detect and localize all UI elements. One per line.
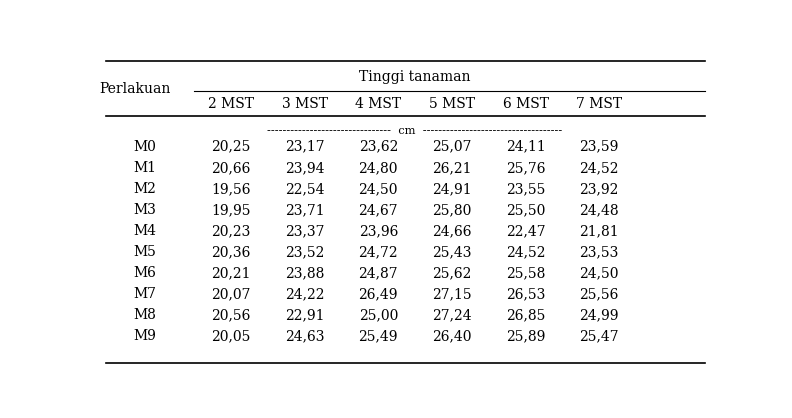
Text: 20,36: 20,36 bbox=[211, 245, 250, 259]
Text: 20,25: 20,25 bbox=[211, 140, 250, 154]
Text: 22,54: 22,54 bbox=[285, 182, 325, 196]
Text: M6: M6 bbox=[134, 266, 157, 280]
Text: M1: M1 bbox=[134, 161, 157, 175]
Text: 20,05: 20,05 bbox=[211, 329, 250, 344]
Text: 5 MST: 5 MST bbox=[429, 97, 475, 111]
Text: 2 MST: 2 MST bbox=[208, 97, 254, 111]
Text: 25,50: 25,50 bbox=[506, 203, 545, 217]
Text: 23,53: 23,53 bbox=[580, 245, 619, 259]
Text: 24,72: 24,72 bbox=[359, 245, 398, 259]
Text: 23,92: 23,92 bbox=[580, 182, 619, 196]
Text: 22,91: 22,91 bbox=[285, 308, 325, 322]
Text: 25,58: 25,58 bbox=[506, 266, 545, 280]
Text: 23,94: 23,94 bbox=[285, 161, 325, 175]
Text: 3 MST: 3 MST bbox=[282, 97, 328, 111]
Text: Perlakuan: Perlakuan bbox=[100, 82, 171, 96]
Text: 25,76: 25,76 bbox=[506, 161, 546, 175]
Text: M4: M4 bbox=[134, 224, 157, 238]
Text: M9: M9 bbox=[134, 329, 157, 344]
Text: 23,96: 23,96 bbox=[359, 224, 398, 238]
Text: 24,99: 24,99 bbox=[580, 308, 619, 322]
Text: 24,63: 24,63 bbox=[285, 329, 325, 344]
Text: 23,71: 23,71 bbox=[285, 203, 325, 217]
Text: 20,66: 20,66 bbox=[211, 161, 250, 175]
Text: 25,62: 25,62 bbox=[432, 266, 471, 280]
Text: 25,80: 25,80 bbox=[432, 203, 471, 217]
Text: 26,40: 26,40 bbox=[432, 329, 472, 344]
Text: M0: M0 bbox=[134, 140, 157, 154]
Text: 25,43: 25,43 bbox=[432, 245, 472, 259]
Text: 24,91: 24,91 bbox=[432, 182, 472, 196]
Text: 27,24: 27,24 bbox=[432, 308, 472, 322]
Text: 23,88: 23,88 bbox=[285, 266, 324, 280]
Text: 24,50: 24,50 bbox=[359, 182, 398, 196]
Text: 19,56: 19,56 bbox=[211, 182, 251, 196]
Text: Tinggi tanaman: Tinggi tanaman bbox=[360, 69, 471, 84]
Text: 24,52: 24,52 bbox=[506, 245, 546, 259]
Text: 6 MST: 6 MST bbox=[503, 97, 549, 111]
Text: 24,22: 24,22 bbox=[285, 287, 325, 301]
Text: M7: M7 bbox=[134, 287, 157, 301]
Text: 27,15: 27,15 bbox=[432, 287, 472, 301]
Text: 25,47: 25,47 bbox=[580, 329, 619, 344]
Text: 25,56: 25,56 bbox=[580, 287, 619, 301]
Text: 23,17: 23,17 bbox=[285, 140, 325, 154]
Text: 24,50: 24,50 bbox=[580, 266, 619, 280]
Text: M3: M3 bbox=[134, 203, 157, 217]
Text: 26,53: 26,53 bbox=[506, 287, 545, 301]
Text: 4 MST: 4 MST bbox=[356, 97, 402, 111]
Text: 24,80: 24,80 bbox=[359, 161, 398, 175]
Text: 20,56: 20,56 bbox=[211, 308, 250, 322]
Text: 24,11: 24,11 bbox=[506, 140, 546, 154]
Text: 25,00: 25,00 bbox=[359, 308, 398, 322]
Text: 25,89: 25,89 bbox=[506, 329, 545, 344]
Text: 26,49: 26,49 bbox=[359, 287, 398, 301]
Text: 19,95: 19,95 bbox=[211, 203, 251, 217]
Text: 23,55: 23,55 bbox=[506, 182, 545, 196]
Text: 23,62: 23,62 bbox=[359, 140, 398, 154]
Text: 20,07: 20,07 bbox=[211, 287, 251, 301]
Text: 23,52: 23,52 bbox=[285, 245, 324, 259]
Text: 25,07: 25,07 bbox=[432, 140, 472, 154]
Text: 21,81: 21,81 bbox=[580, 224, 619, 238]
Text: 23,59: 23,59 bbox=[580, 140, 619, 154]
Text: 23,37: 23,37 bbox=[285, 224, 325, 238]
Text: 20,23: 20,23 bbox=[211, 224, 250, 238]
Text: M5: M5 bbox=[134, 245, 157, 259]
Text: 24,66: 24,66 bbox=[432, 224, 472, 238]
Text: 26,85: 26,85 bbox=[506, 308, 545, 322]
Text: 24,48: 24,48 bbox=[580, 203, 619, 217]
Text: 7 MST: 7 MST bbox=[577, 97, 623, 111]
Text: 24,87: 24,87 bbox=[359, 266, 398, 280]
Text: 25,49: 25,49 bbox=[359, 329, 398, 344]
Text: 20,21: 20,21 bbox=[211, 266, 251, 280]
Text: 22,47: 22,47 bbox=[506, 224, 546, 238]
Text: --------------------------------  cm  ------------------------------------: -------------------------------- cm ----… bbox=[268, 126, 563, 136]
Text: M2: M2 bbox=[134, 182, 157, 196]
Text: 24,52: 24,52 bbox=[580, 161, 619, 175]
Text: 26,21: 26,21 bbox=[432, 161, 472, 175]
Text: 24,67: 24,67 bbox=[359, 203, 398, 217]
Text: M8: M8 bbox=[134, 308, 157, 322]
